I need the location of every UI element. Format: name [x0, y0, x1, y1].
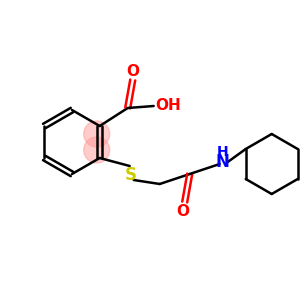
Text: H: H [217, 145, 229, 159]
Text: O: O [126, 64, 139, 80]
Circle shape [84, 121, 110, 147]
Text: S: S [125, 166, 137, 184]
Text: OH: OH [155, 98, 181, 113]
Circle shape [84, 137, 110, 163]
Text: N: N [216, 153, 230, 171]
Text: O: O [176, 205, 189, 220]
